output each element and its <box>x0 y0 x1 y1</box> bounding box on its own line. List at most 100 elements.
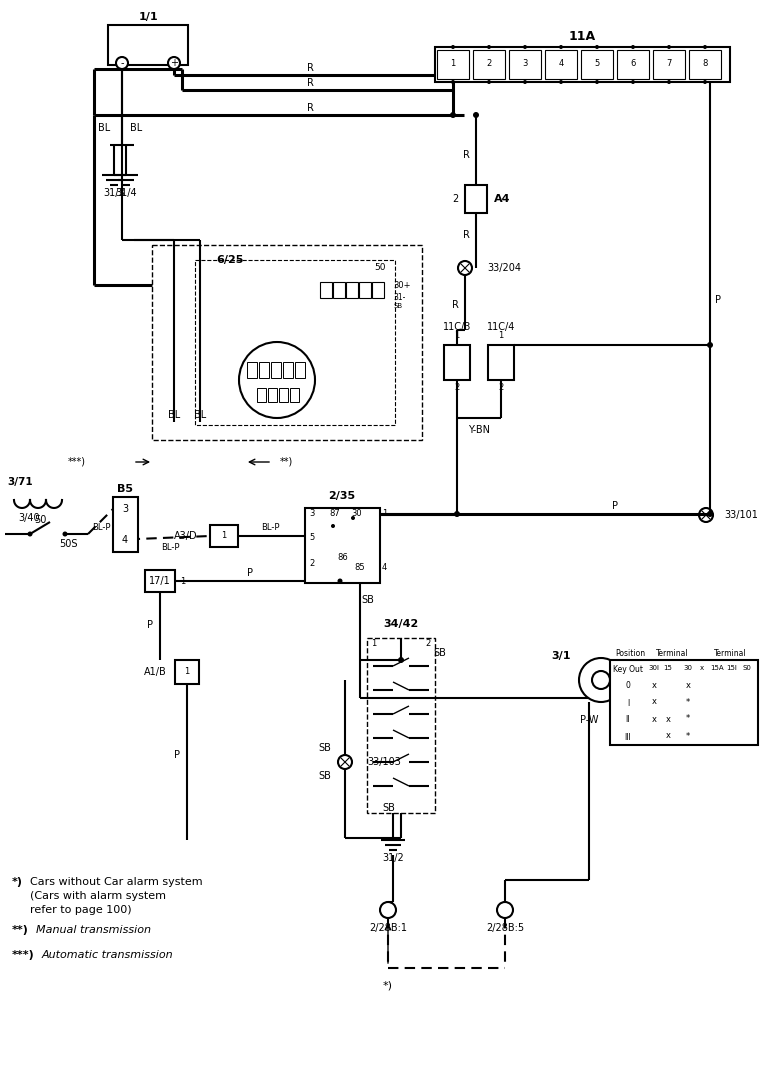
Bar <box>290 388 299 402</box>
Text: 5: 5 <box>309 534 314 543</box>
Text: x: x <box>651 697 657 707</box>
Text: -: - <box>121 58 124 68</box>
Text: 31/4: 31/4 <box>115 188 137 198</box>
Bar <box>271 362 281 378</box>
Text: 2: 2 <box>486 60 492 68</box>
Circle shape <box>523 45 527 49</box>
Text: 2: 2 <box>452 194 458 204</box>
Bar <box>152 245 422 440</box>
Text: Automatic transmission: Automatic transmission <box>42 951 174 960</box>
Text: 30: 30 <box>684 665 693 671</box>
Text: x: x <box>666 732 670 740</box>
Bar <box>320 282 332 298</box>
Text: 30I: 30I <box>648 665 660 671</box>
Bar <box>488 345 514 380</box>
Bar <box>333 282 345 298</box>
Text: 3: 3 <box>522 60 528 68</box>
Text: 4: 4 <box>558 60 564 68</box>
Text: SB: SB <box>434 648 446 658</box>
Text: 2: 2 <box>498 383 504 393</box>
Bar <box>689 50 721 79</box>
Text: 3/71: 3/71 <box>7 477 33 487</box>
Text: 0: 0 <box>626 681 631 691</box>
Circle shape <box>473 112 479 117</box>
Text: 30+: 30+ <box>393 282 411 290</box>
Circle shape <box>592 671 610 689</box>
Text: 2: 2 <box>455 383 459 393</box>
Text: 50: 50 <box>374 264 386 272</box>
Text: P: P <box>247 568 253 578</box>
Text: 3: 3 <box>309 509 314 518</box>
Text: 1: 1 <box>498 331 504 341</box>
Text: 31/3: 31/3 <box>103 188 125 198</box>
Bar <box>257 388 266 402</box>
Text: 34/42: 34/42 <box>383 619 419 629</box>
Circle shape <box>559 80 563 84</box>
Bar <box>247 362 257 378</box>
Text: *: * <box>686 714 690 723</box>
Circle shape <box>703 45 707 49</box>
Text: 6/25: 6/25 <box>217 255 243 265</box>
Text: 2/28B:1: 2/28B:1 <box>369 923 407 933</box>
Text: 85: 85 <box>355 564 366 572</box>
Text: ***): ***) <box>68 457 86 467</box>
Circle shape <box>559 45 563 49</box>
Circle shape <box>116 57 128 69</box>
Circle shape <box>450 112 456 117</box>
Bar <box>359 282 371 298</box>
Circle shape <box>667 45 671 49</box>
Circle shape <box>398 657 404 663</box>
Circle shape <box>451 80 455 84</box>
Circle shape <box>380 902 396 918</box>
Text: BL-P: BL-P <box>261 523 280 533</box>
Text: 30: 30 <box>352 509 362 518</box>
Bar <box>259 362 269 378</box>
Text: 33/101: 33/101 <box>724 511 758 520</box>
Bar <box>108 25 188 65</box>
Text: ***): ***) <box>12 951 35 960</box>
Text: **): **) <box>12 925 29 934</box>
Text: 87: 87 <box>329 509 340 518</box>
Text: 5: 5 <box>594 60 600 68</box>
Circle shape <box>667 80 671 84</box>
Circle shape <box>28 532 32 536</box>
Text: BL-P: BL-P <box>91 523 111 533</box>
Text: A3/D: A3/D <box>174 531 198 541</box>
Text: BL: BL <box>98 123 110 134</box>
Circle shape <box>631 80 635 84</box>
Text: 50S: 50S <box>58 539 78 549</box>
Bar <box>581 50 613 79</box>
Text: x: x <box>700 665 704 671</box>
Circle shape <box>487 45 491 49</box>
Text: SB: SB <box>319 771 332 781</box>
Text: A4: A4 <box>494 194 510 204</box>
Text: P: P <box>147 621 153 630</box>
Text: BL: BL <box>130 123 142 134</box>
Text: SB: SB <box>319 743 332 753</box>
Text: *): *) <box>383 981 393 991</box>
Text: P: P <box>174 750 180 760</box>
Circle shape <box>595 80 599 84</box>
Text: 3/1: 3/1 <box>551 651 571 661</box>
Text: BL: BL <box>194 410 206 420</box>
Bar <box>346 282 358 298</box>
Text: 1: 1 <box>450 60 455 68</box>
Circle shape <box>595 45 599 49</box>
Text: P: P <box>612 501 618 511</box>
Text: 6: 6 <box>631 60 636 68</box>
Text: SB: SB <box>393 303 402 309</box>
Circle shape <box>631 45 635 49</box>
Text: 50: 50 <box>34 515 46 525</box>
Text: Manual transmission: Manual transmission <box>36 925 151 934</box>
Bar <box>283 362 293 378</box>
Text: R: R <box>306 103 313 113</box>
Text: 1: 1 <box>221 532 227 540</box>
Text: A1/B: A1/B <box>144 668 167 677</box>
Bar <box>617 50 649 79</box>
Text: BL-P: BL-P <box>161 543 179 551</box>
Text: x: x <box>651 714 657 723</box>
Text: 15A: 15A <box>710 665 723 671</box>
Bar <box>279 388 288 402</box>
Bar <box>444 345 470 380</box>
Bar <box>367 638 435 813</box>
